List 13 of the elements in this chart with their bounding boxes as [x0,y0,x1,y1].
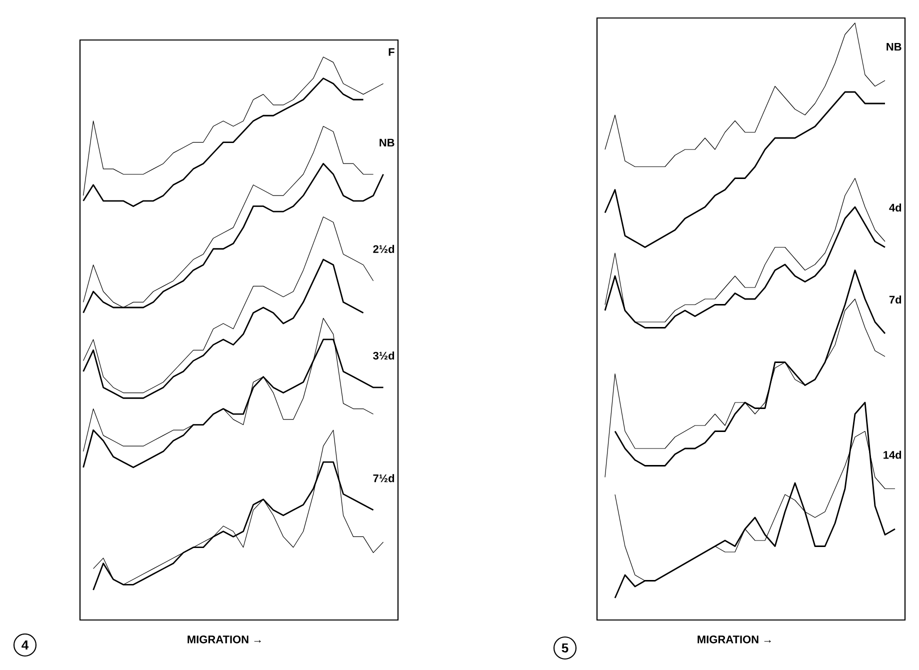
annotation: NB [380,138,394,146]
text: 5 [562,643,568,653]
text: F [388,48,394,56]
text: 4 [22,640,29,650]
x-axis-title: MIGRATION → [188,636,261,644]
annotation: 2½d [373,244,394,254]
annotation: 7½d [373,474,394,482]
annotation: 4d [889,203,902,212]
annotation: 7d [889,295,902,304]
x-axis-title: MIGRATION → [698,636,771,644]
annotation: NB [886,42,902,51]
annotation: 3½d [373,352,394,360]
annotation: 14d [884,450,902,459]
